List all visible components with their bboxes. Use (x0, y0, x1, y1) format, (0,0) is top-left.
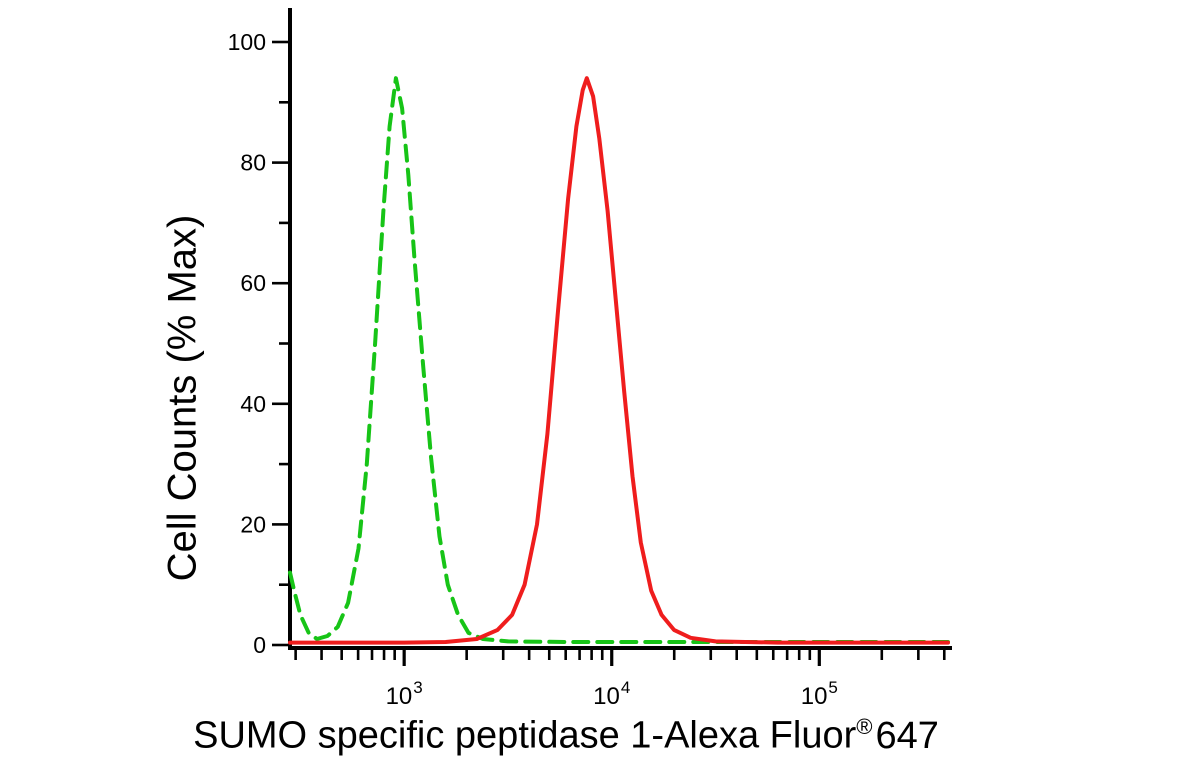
x-axis-ticks: 103 104 105 (294, 650, 946, 710)
y-tick-label: 80 (240, 150, 266, 176)
green-dashed-curve (288, 76, 950, 644)
y-tick-label: 40 (240, 391, 266, 417)
x-tick-label: 104 (593, 678, 630, 710)
x-tick-label: 105 (801, 678, 838, 710)
red-solid-curve (288, 76, 950, 645)
y-tick-label: 60 (240, 270, 266, 296)
x-tick-label: 103 (386, 678, 423, 710)
y-axis-title: Cell Counts (% Max) (160, 214, 205, 582)
y-tick-label: 0 (253, 632, 266, 658)
axes (288, 8, 952, 650)
x-axis-title-suffix: 647 (875, 714, 939, 757)
registered-mark: ® (856, 714, 873, 739)
x-axis-title-main: SUMO specific peptidase 1-Alexa Fluor (193, 714, 857, 757)
y-tick-label: 20 (240, 511, 266, 537)
y-tick-label: 100 (228, 29, 266, 55)
x-axis-title: SUMO specific peptidase 1-Alexa Fluor®64… (193, 714, 939, 758)
y-axis-ticks: 0 20 40 60 80 100 (228, 29, 288, 658)
series-curves (288, 76, 950, 645)
